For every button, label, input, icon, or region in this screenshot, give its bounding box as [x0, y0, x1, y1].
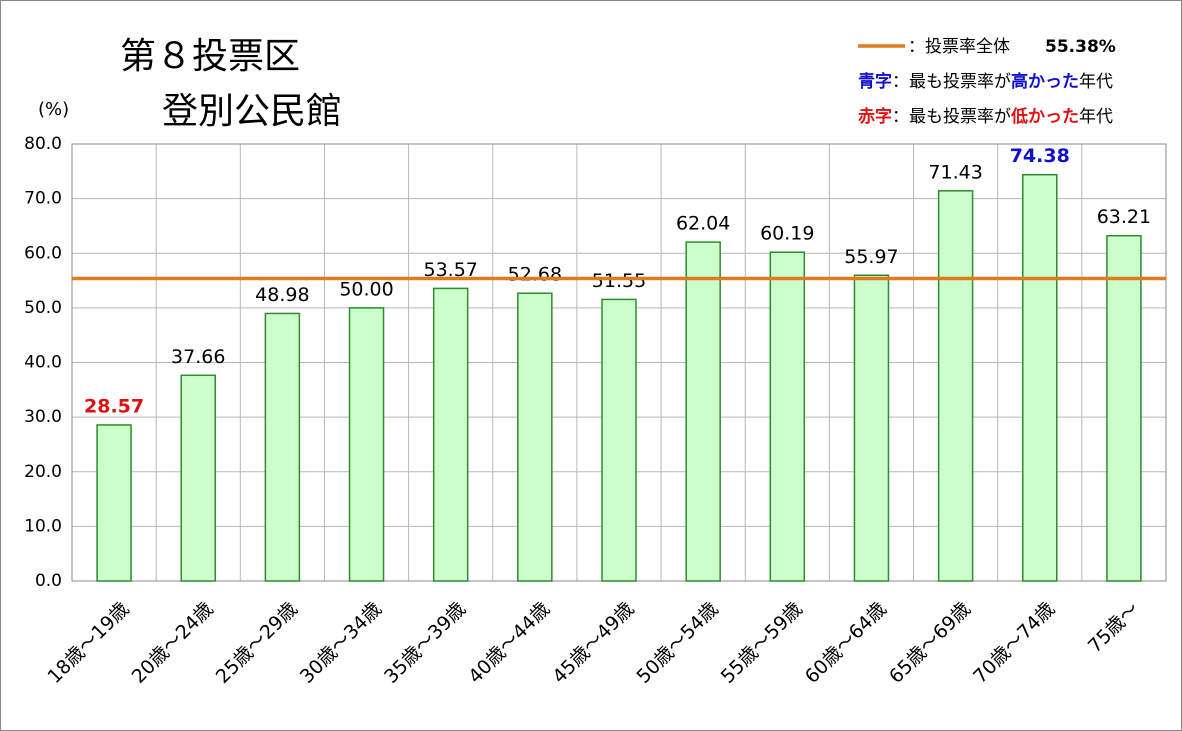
y-tick-label: 10.0 — [24, 516, 62, 536]
legend-note-part: 赤字 — [858, 106, 892, 127]
bar — [348, 307, 385, 582]
value-label: 60.19 — [760, 223, 814, 245]
y-tick-label: 0.0 — [35, 571, 62, 591]
y-tick-label: 70.0 — [24, 189, 62, 209]
bar — [1022, 173, 1058, 582]
bar — [601, 298, 637, 582]
bar — [937, 190, 974, 582]
legend-note: 赤字：最も投票率が低かった年代 — [858, 106, 1113, 127]
value-label: 48.98 — [255, 284, 309, 306]
value-label: 53.57 — [423, 259, 477, 281]
legend-value: 55.38% — [1045, 37, 1116, 57]
value-label: 52.68 — [508, 264, 562, 286]
value-label: 50.00 — [339, 278, 393, 300]
value-label: 71.43 — [928, 161, 982, 183]
legend-note-part: 高かった — [1011, 71, 1079, 92]
legend-note-part: 年代 — [1079, 72, 1113, 92]
bar — [517, 292, 553, 582]
chart-title: 登別公民館 — [162, 91, 342, 132]
value-label: 55.97 — [844, 246, 898, 268]
legend-note-part: ：最も投票率が — [892, 72, 1011, 92]
value-label: 74.38 — [1010, 145, 1070, 167]
bar — [853, 274, 890, 582]
legend-note-part: 年代 — [1079, 107, 1113, 127]
legend-note-part: ：最も投票率が — [892, 107, 1011, 127]
value-label: 62.04 — [676, 213, 730, 235]
y-tick-label: 40.0 — [24, 353, 62, 373]
chart-title: 第８投票区 — [120, 36, 300, 77]
bar — [264, 312, 301, 582]
bar — [685, 241, 721, 582]
bar — [769, 251, 806, 582]
legend-label: ：投票率全体 — [908, 37, 1010, 57]
y-tick-label: 50.0 — [24, 298, 62, 318]
legend-note-part: 低かった — [1010, 106, 1079, 127]
value-label: 28.57 — [84, 395, 144, 417]
bar — [432, 287, 469, 582]
value-label: 37.66 — [171, 346, 225, 368]
legend-note: 青字：最も投票率が高かった年代 — [858, 71, 1113, 92]
bar — [96, 424, 132, 582]
y-tick-label: 60.0 — [24, 243, 62, 263]
y-tick-label: 20.0 — [24, 462, 62, 482]
value-label: 51.55 — [592, 270, 646, 292]
value-label: 63.21 — [1097, 206, 1151, 228]
y-tick-label: 80.0 — [24, 134, 62, 154]
bar — [1106, 234, 1142, 582]
y-unit: (%) — [38, 99, 69, 120]
bar — [180, 374, 216, 582]
y-tick-label: 30.0 — [24, 407, 62, 427]
legend-note-part: 青字 — [858, 71, 892, 92]
